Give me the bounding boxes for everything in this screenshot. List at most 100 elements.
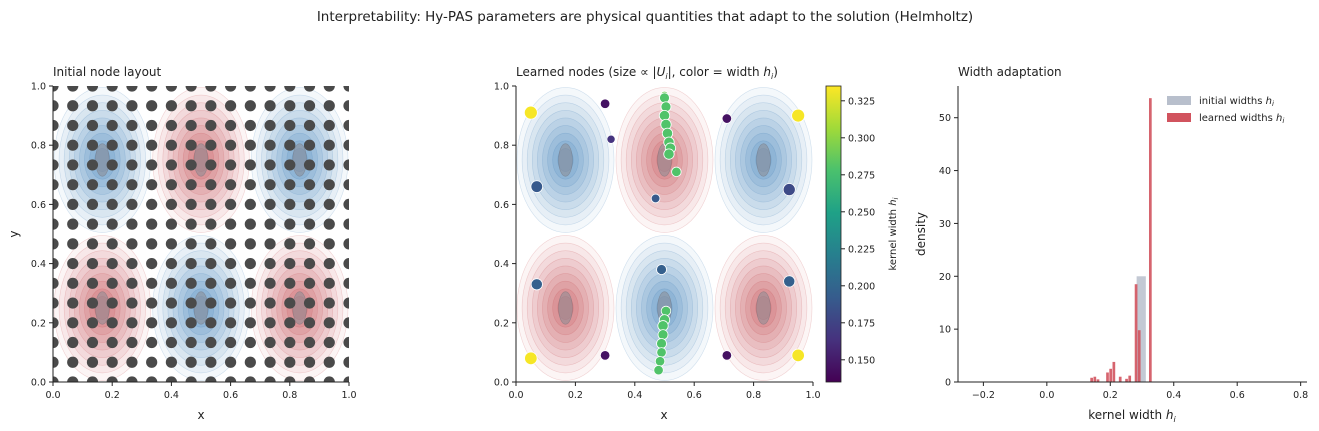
initial-node: [126, 119, 138, 132]
learned-node: [599, 350, 611, 361]
initial-node: [205, 336, 217, 349]
initial-node: [323, 317, 335, 329]
initial-node: [165, 218, 177, 230]
learned-node: [653, 364, 664, 376]
initial-node: [205, 376, 217, 382]
initial-node: [323, 258, 335, 270]
initial-node: [106, 139, 118, 151]
panel3-y-tick-label: 0: [945, 378, 951, 389]
field-contour: [95, 143, 110, 177]
initial-node: [67, 317, 79, 329]
initial-node: [165, 238, 177, 250]
initial-node: [67, 258, 79, 270]
initial-node: [53, 376, 59, 382]
initial-node: [205, 100, 217, 112]
initial-node: [53, 336, 59, 349]
initial-node: [323, 218, 335, 230]
learned-node: [656, 338, 667, 349]
colorbar-tick-label: 0.300: [848, 133, 875, 144]
panel1-y-tick-label: 0.6: [31, 200, 46, 211]
panel1-xlabel: x: [197, 408, 204, 422]
initial-node: [165, 119, 177, 132]
initial-node: [284, 297, 296, 309]
initial-node: [86, 317, 99, 329]
colorbar-tick-label: 0.175: [848, 318, 875, 329]
initial-node: [146, 317, 158, 329]
initial-node: [205, 179, 217, 191]
initial-node: [343, 139, 349, 151]
learned-node: [523, 105, 538, 120]
initial-node: [185, 139, 197, 151]
panel3-y-tick-label: 40: [939, 166, 951, 177]
initial-node: [106, 277, 118, 289]
field-contour: [292, 143, 307, 177]
initial-node: [303, 198, 316, 210]
initial-node: [53, 218, 59, 230]
initial-node: [53, 159, 59, 171]
initial-node: [244, 119, 256, 132]
panel2-y-tick-label: 1.0: [494, 82, 509, 93]
initial-node: [225, 86, 237, 92]
colorbar-tick-label: 0.150: [848, 355, 875, 366]
initial-node: [343, 159, 349, 171]
initial-node: [284, 376, 296, 382]
initial-node: [264, 258, 276, 270]
initial-node: [146, 356, 158, 368]
learned-node: [656, 264, 667, 275]
initial-node: [225, 100, 237, 112]
panel2-y-tick-label: 0.0: [494, 378, 509, 389]
panel-initial-nodes: Initial node layout 0.0 0.2 0.4 0.6 0.8 1.0 0.…: [7, 65, 357, 422]
initial-node: [225, 258, 237, 270]
legend: initial widths hi learned widths hi: [1167, 96, 1284, 125]
initial-node: [323, 100, 335, 112]
learned-width-bar: [1148, 98, 1152, 383]
initial-node: [165, 100, 177, 112]
initial-node: [284, 139, 296, 151]
learned-node: [530, 180, 544, 193]
learned-node: [606, 134, 616, 144]
initial-node: [126, 179, 138, 191]
learned-node: [782, 183, 796, 197]
initial-node: [205, 238, 217, 250]
initial-node: [67, 356, 79, 368]
initial-node: [225, 297, 237, 309]
panel3-y-tick-label: 10: [939, 325, 951, 336]
initial-node: [205, 86, 217, 92]
initial-node: [146, 198, 158, 210]
initial-node: [244, 356, 256, 368]
initial-node: [205, 356, 217, 368]
initial-node: [53, 198, 59, 210]
initial-node: [284, 238, 296, 250]
initial-node: [126, 139, 138, 151]
initial-node: [225, 336, 237, 349]
initial-node: [126, 238, 138, 250]
initial-node: [106, 159, 118, 171]
panel2-x-tick-label: 0.4: [627, 390, 642, 401]
panel-width-adaptation: Width adaptation −0.2 0.0 0.2 0.4 0.6 0.8 0 10 2…: [914, 65, 1308, 424]
learned-node: [654, 356, 666, 367]
initial-node: [225, 159, 237, 171]
initial-node: [126, 356, 138, 368]
panel1-ylabel: y: [7, 230, 21, 237]
initial-node: [303, 258, 316, 270]
initial-node: [244, 376, 256, 382]
initial-node: [185, 356, 197, 368]
initial-node: [185, 159, 197, 171]
panel3-xlabel: kernel width hi: [1088, 408, 1176, 424]
initial-node: [284, 159, 296, 171]
initial-node: [343, 297, 349, 309]
initial-node: [205, 139, 217, 151]
initial-node: [323, 356, 335, 368]
initial-node: [244, 336, 256, 349]
initial-node: [67, 139, 79, 151]
initial-node: [165, 198, 177, 210]
initial-node: [264, 297, 276, 309]
initial-node: [106, 317, 118, 329]
initial-node: [146, 179, 158, 191]
initial-node: [205, 159, 217, 171]
initial-node: [185, 297, 197, 309]
initial-node: [264, 336, 276, 349]
initial-node: [323, 119, 335, 132]
initial-node: [323, 376, 335, 382]
learned-node: [599, 98, 611, 109]
